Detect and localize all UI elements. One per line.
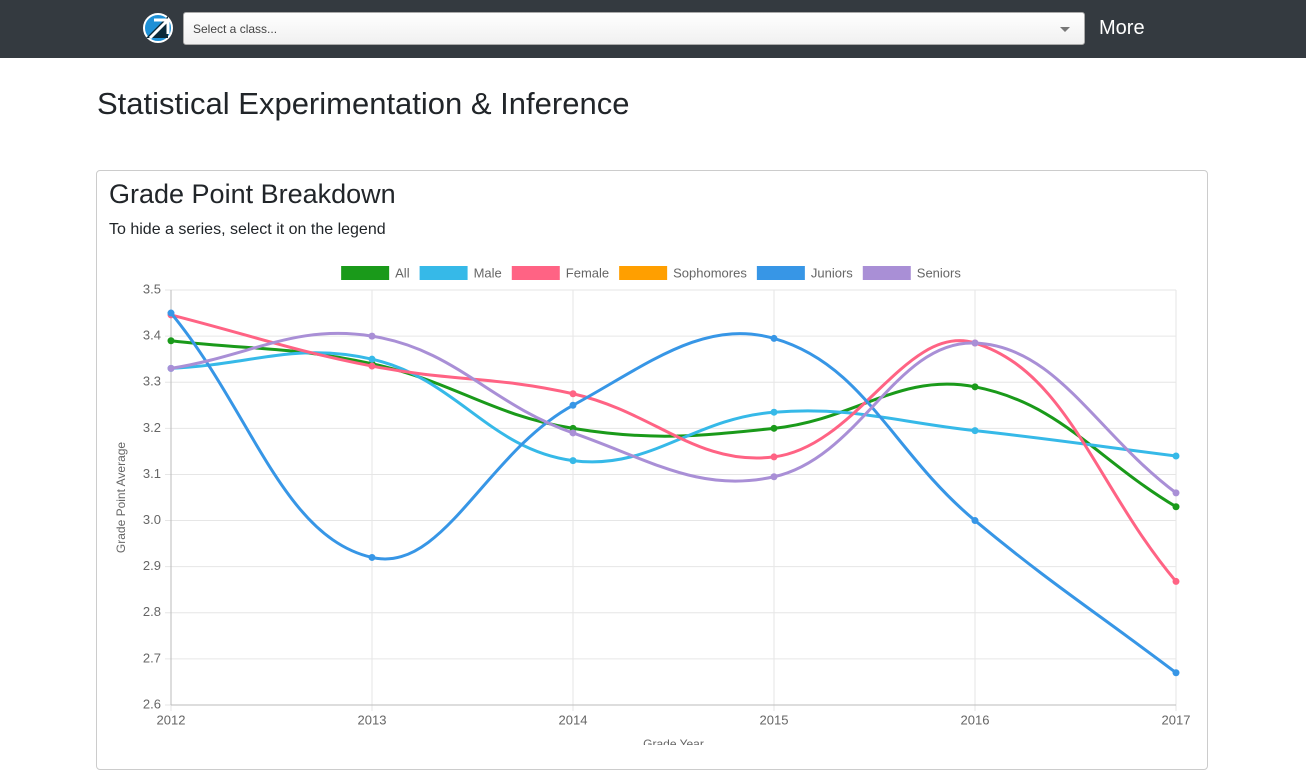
legend-swatch	[862, 266, 911, 280]
data-point	[770, 424, 778, 432]
data-point	[167, 337, 175, 345]
x-axis-label: Grade Year	[643, 737, 704, 745]
series-line	[169, 312, 1177, 674]
legend-swatch	[511, 266, 560, 280]
data-point	[368, 362, 376, 370]
data-point	[971, 339, 979, 347]
y-tick-label: 3.2	[143, 420, 161, 435]
legend-item[interactable]: Male	[419, 265, 502, 280]
y-tick-label: 3.4	[143, 328, 161, 343]
y-tick-label: 3.5	[143, 281, 161, 296]
legend-swatch	[419, 266, 468, 280]
series-line	[170, 351, 1177, 464]
data-point	[971, 427, 979, 435]
legend-item[interactable]: Juniors	[756, 265, 853, 280]
data-point	[167, 309, 175, 317]
series-line	[170, 313, 1178, 583]
x-tick-label: 2014	[559, 712, 588, 727]
legend-item[interactable]: Seniors	[862, 265, 962, 280]
select-caret	[1060, 27, 1070, 32]
legend-label: Sophomores	[673, 265, 747, 280]
y-axis-label: Grade Point Average	[114, 442, 128, 554]
series-line	[170, 339, 1177, 509]
data-point	[1172, 503, 1180, 511]
y-tick-label: 2.6	[143, 696, 161, 711]
legend-label: All	[395, 265, 410, 280]
y-tick-label: 3.3	[143, 374, 161, 389]
class-select[interactable]: Select a class...	[183, 12, 1085, 45]
data-point	[569, 429, 577, 437]
data-point	[569, 390, 577, 398]
x-tick-label: 2012	[157, 712, 186, 727]
legend-item[interactable]: All	[341, 265, 410, 280]
data-point	[167, 364, 175, 372]
data-point	[368, 553, 376, 561]
legend-label: Juniors	[811, 265, 853, 280]
y-tick-label: 3.1	[143, 466, 161, 481]
legend-item[interactable]: Female	[511, 265, 609, 280]
select-placeholder: Select a class...	[193, 22, 278, 36]
y-tick-label: 2.8	[143, 604, 161, 619]
data-point	[1172, 669, 1180, 677]
x-tick-label: 2013	[358, 712, 387, 727]
data-point	[1172, 577, 1180, 585]
data-point	[971, 517, 979, 525]
data-point	[770, 473, 778, 481]
card-subtitle: To hide a series, select it on the legen…	[109, 221, 386, 238]
navbar: Select a class... More	[0, 0, 1306, 58]
data-point	[971, 383, 979, 391]
x-tick-label: 2017	[1162, 712, 1191, 727]
data-point	[1172, 452, 1180, 460]
data-point	[368, 332, 376, 340]
y-tick-label: 2.7	[143, 650, 161, 665]
data-point	[368, 355, 376, 363]
legend-swatch	[756, 266, 805, 280]
logo[interactable]	[142, 12, 174, 44]
legend-label: Seniors	[917, 265, 962, 280]
y-tick-label: 2.9	[143, 558, 161, 573]
legend-swatch	[619, 266, 668, 280]
card-title: Grade Point Breakdown	[109, 179, 396, 209]
data-point	[770, 334, 778, 342]
more-menu[interactable]: More	[1099, 17, 1145, 39]
x-tick-label: 2016	[961, 712, 990, 727]
chart: 2.6 2.7 2.8 2.9 3.0 3.1 3.2 3.3 3.4 3.5 2012 2013 20…	[114, 265, 1191, 745]
legend-swatch	[341, 266, 390, 280]
legend-label: Male	[474, 265, 502, 280]
series-line	[170, 331, 1177, 495]
data-point	[569, 457, 577, 465]
x-tick-label: 2015	[760, 712, 789, 727]
page-title: Statistical Experimentation & Inference	[97, 86, 630, 121]
data-point	[770, 453, 778, 461]
data-point	[770, 408, 778, 416]
data-point	[569, 401, 577, 409]
y-tick-label: 3.0	[143, 512, 161, 527]
legend-item[interactable]: Sophomores	[619, 265, 747, 280]
legend-label: Female	[566, 265, 609, 280]
data-point	[1172, 489, 1180, 497]
legend: All Male Female Sophomores Juniors Seniors	[341, 265, 961, 280]
